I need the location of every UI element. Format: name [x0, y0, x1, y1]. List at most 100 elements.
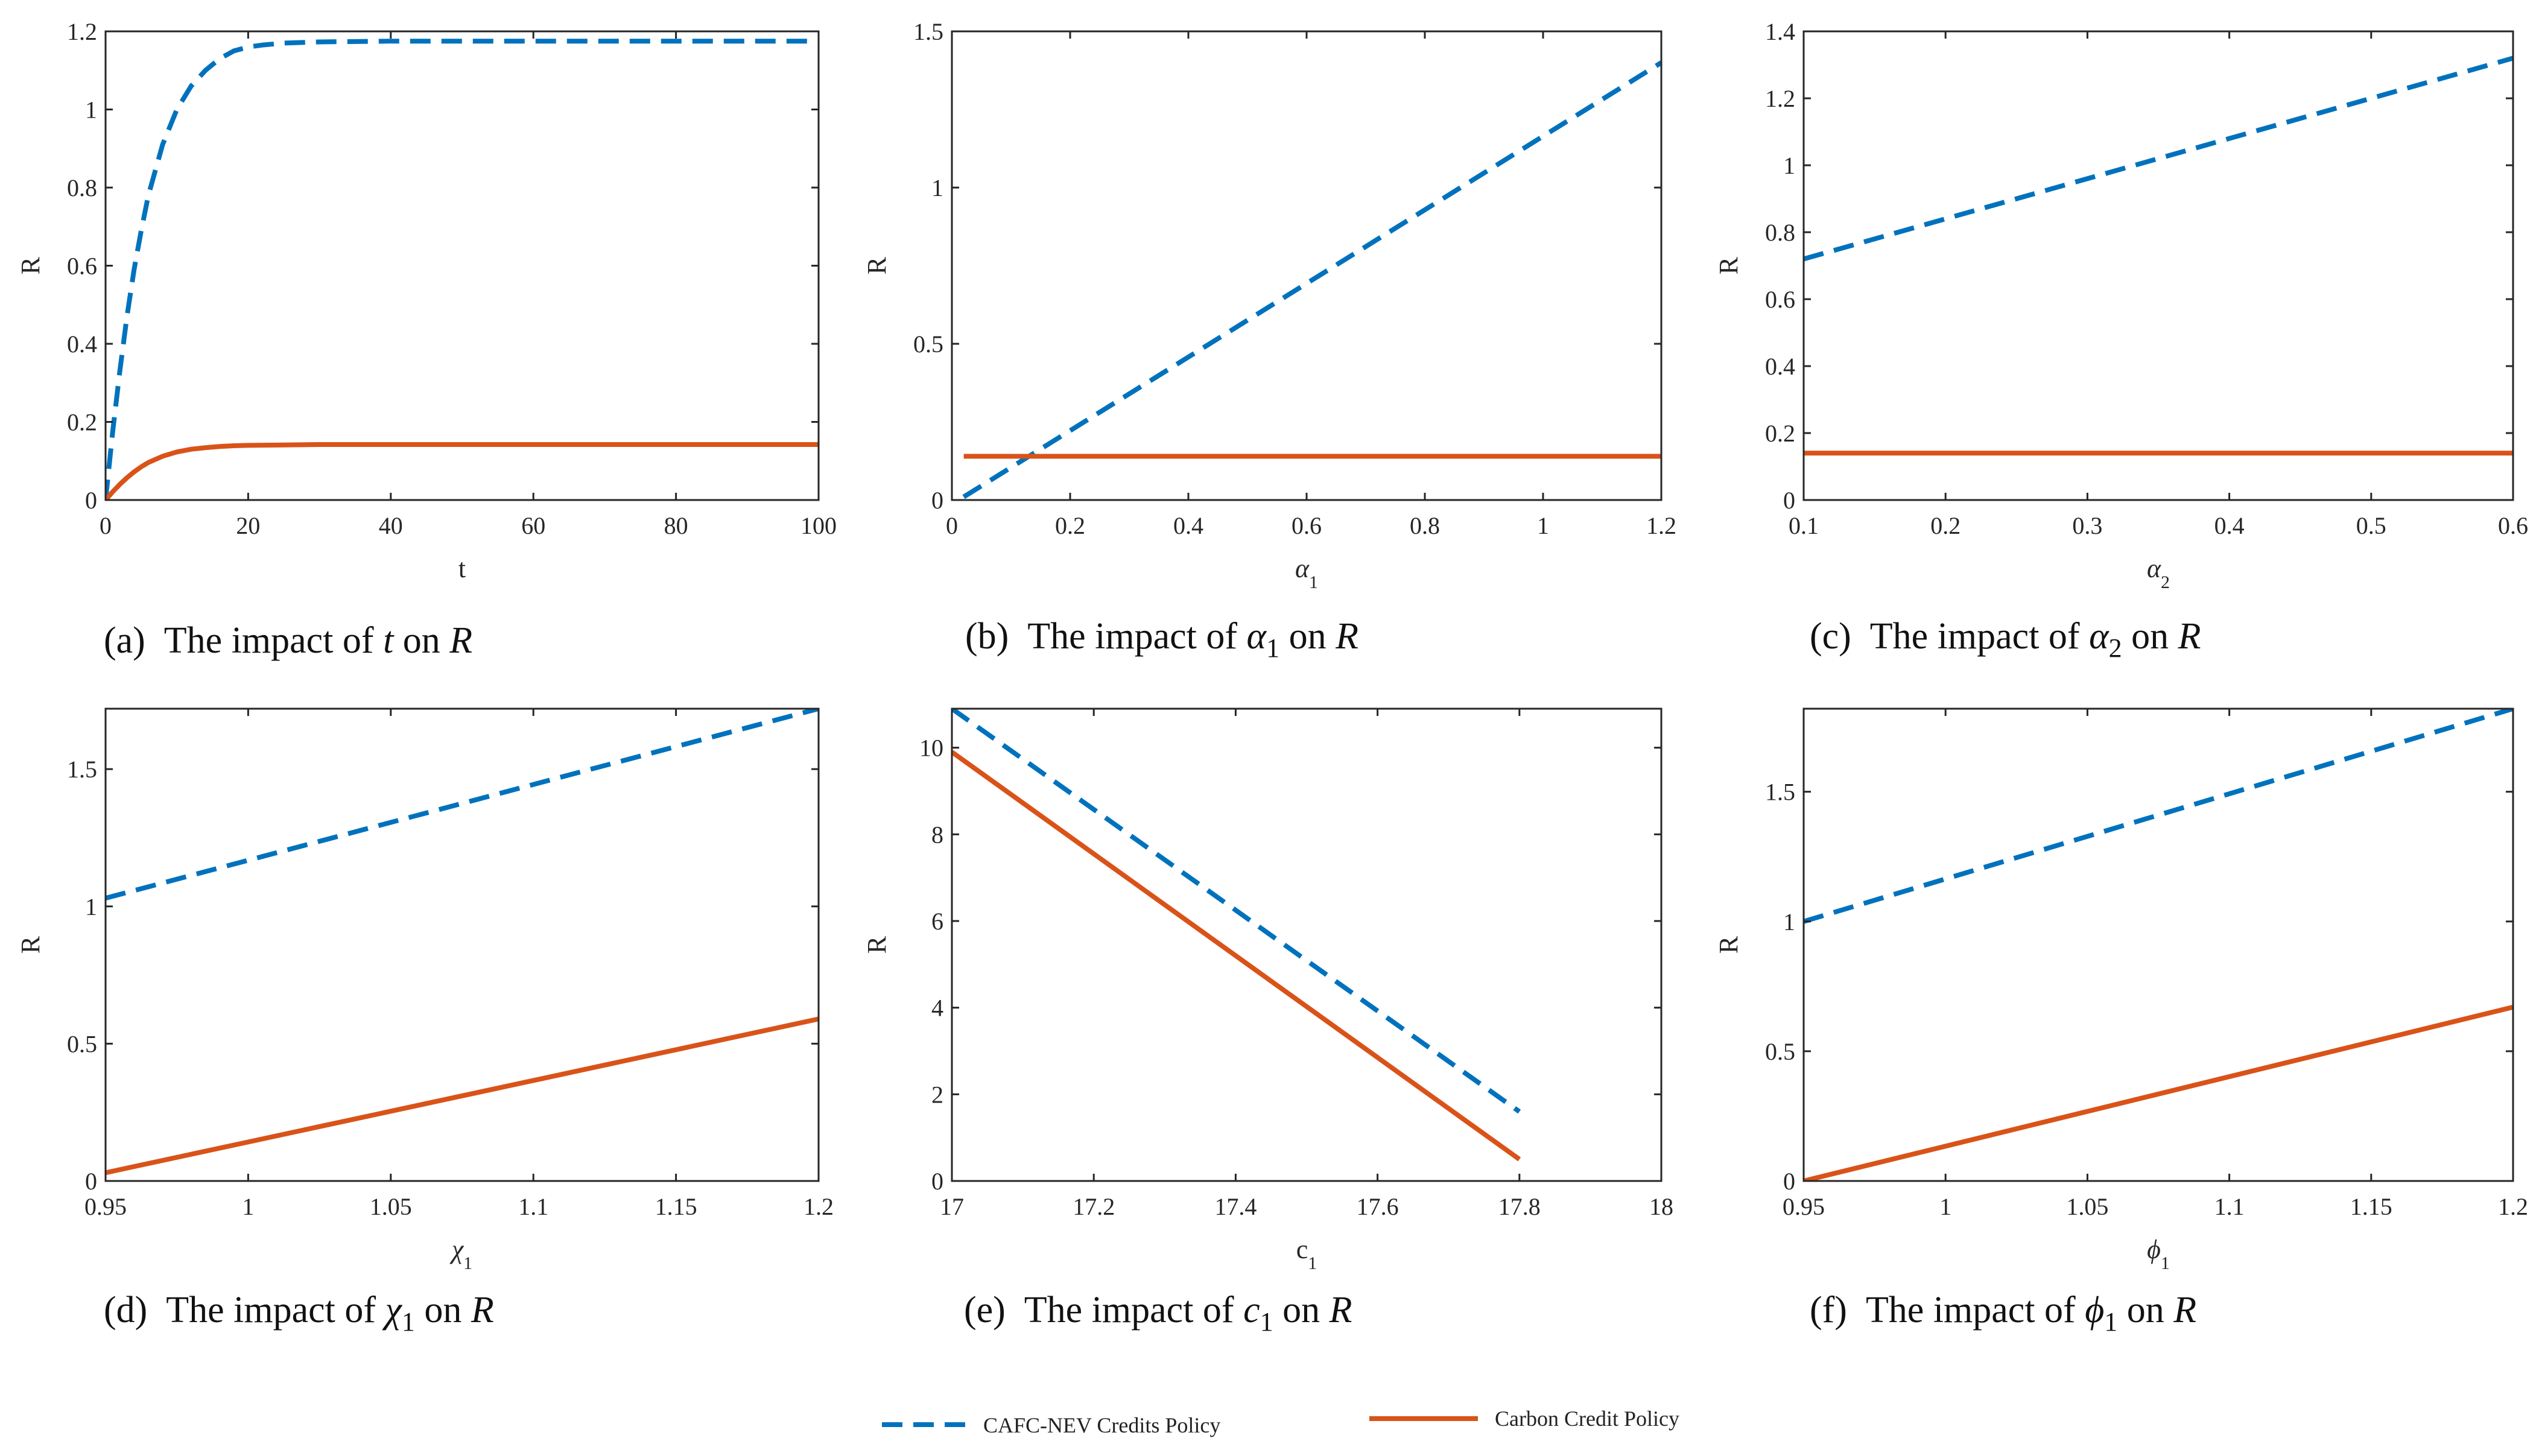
- x-tick-label: 0.4: [1173, 512, 1203, 539]
- series-line-carbon: [106, 442, 819, 500]
- x-tick-label: 1: [1939, 1193, 1951, 1220]
- panel-c: 0.1 0.2 0.3 0.4 0.5 0.6 0 0.2 0.4 0.6 0.8 1 1.2 1.4 Rα…: [1714, 18, 2528, 663]
- y-tick-label: 1.5: [67, 756, 97, 783]
- x-axis-label: c1: [1296, 1235, 1317, 1273]
- y-tick-label: 1.5: [913, 18, 943, 45]
- y-tick-label: 0: [931, 1168, 943, 1195]
- y-axis-label: R: [16, 935, 45, 954]
- x-tick-label: 17.8: [1498, 1193, 1541, 1220]
- x-tick-label: 0.2: [1055, 512, 1085, 539]
- y-tick-label: 0.2: [1765, 420, 1795, 447]
- x-axis-label: χ1: [449, 1235, 472, 1273]
- y-tick-label: 1.5: [1765, 779, 1795, 806]
- y-tick-label: 0.8: [1765, 219, 1795, 246]
- x-tick-label: 0.4: [2214, 512, 2245, 539]
- y-tick-label: 0.4: [1765, 353, 1795, 380]
- x-tick-label: 1.15: [2350, 1193, 2392, 1220]
- panel-caption: (e) The impact of c1 on R: [964, 1290, 1352, 1337]
- x-axis-label: α2: [2147, 554, 2170, 592]
- y-tick-label: 0.4: [67, 331, 97, 358]
- panel-caption: (a) The impact of t on R: [104, 620, 472, 661]
- y-tick-label: 0: [1783, 487, 1795, 514]
- x-tick-label: 1: [242, 1193, 254, 1220]
- x-tick-label: 17.2: [1073, 1193, 1115, 1220]
- panel-d: 0.95 1 1.05 1.1 1.15 1.2 0 0.5 1 1.5 Rχ1 (d) The im…: [16, 707, 834, 1337]
- x-tick-label: 17: [940, 1193, 964, 1220]
- series-line-carbon: [952, 750, 1521, 1162]
- x-axis-label: t: [458, 554, 466, 583]
- y-tick-label: 1.4: [1765, 18, 1795, 45]
- y-tick-label: 0.6: [1765, 286, 1795, 313]
- x-tick-label: 1: [1537, 512, 1549, 539]
- axes-frame: [104, 707, 820, 1182]
- x-tick-label: 1.1: [2214, 1193, 2245, 1220]
- y-tick-label: 1.2: [67, 18, 97, 45]
- x-tick-label: 0.8: [1410, 512, 1440, 539]
- y-axis-label: R: [1714, 935, 1743, 954]
- series-line-cafc: [106, 709, 819, 901]
- x-tick-label: 1.05: [370, 1193, 412, 1220]
- x-tick-label: 40: [379, 512, 403, 539]
- series-line-cafc: [1804, 709, 2513, 924]
- panel-e: 17 17.2 17.4 17.6 17.8 18 0 2 4 6 8 10 Rc1 (e) The im…: [862, 707, 1673, 1337]
- x-tick-label: 0: [946, 512, 958, 539]
- series-line-cafc: [962, 60, 1661, 499]
- y-tick-label: 0.5: [67, 1030, 97, 1057]
- panel-caption: (d) The impact of χ1 on R: [104, 1290, 494, 1337]
- y-tick-label: 0: [85, 1168, 97, 1195]
- x-tick-label: 100: [800, 512, 837, 539]
- x-tick-label: 1.05: [2066, 1193, 2108, 1220]
- axes-frame: [1802, 30, 2514, 501]
- y-axis-label: R: [16, 256, 45, 274]
- axes-frame: [1802, 707, 2514, 1182]
- y-tick-label: 10: [919, 735, 943, 762]
- legend-carbon-label: Carbon Credit Policy: [1495, 1407, 1679, 1431]
- series-line-cafc: [952, 709, 1521, 1114]
- series-line-cafc: [1804, 55, 2513, 262]
- x-tick-label: 1.2: [804, 1193, 834, 1220]
- y-tick-label: 4: [931, 995, 943, 1022]
- axes-frame: [951, 30, 1663, 501]
- y-tick-label: 0: [85, 487, 97, 514]
- x-tick-label: 0.3: [2072, 512, 2102, 539]
- panel-b: 0 0.2 0.4 0.6 0.8 1 1.2 0 0.5 1 1.5 Rα1 (b) The impa…: [862, 18, 1676, 663]
- y-tick-label: 0.6: [67, 253, 97, 280]
- x-tick-label: 60: [521, 512, 545, 539]
- y-tick-label: 0: [1783, 1168, 1795, 1195]
- x-tick-label: 1.2: [1646, 512, 1676, 539]
- x-tick-label: 17.4: [1214, 1193, 1257, 1220]
- y-axis-label: R: [1714, 256, 1743, 274]
- y-tick-label: 6: [931, 908, 943, 935]
- legend: CAFC-NEV Credits Policy Carbon Credit Po…: [882, 1407, 1679, 1437]
- panel-f: 0.95 1 1.05 1.1 1.15 1.2 0 0.5 1 1.5 Rϕ1 (f) The im…: [1714, 707, 2528, 1337]
- y-axis-label: R: [862, 935, 892, 954]
- x-tick-label: 0.1: [1789, 512, 1819, 539]
- x-tick-label: 0.2: [1930, 512, 1961, 539]
- x-tick-label: 1.1: [518, 1193, 548, 1220]
- y-tick-label: 1.2: [1765, 85, 1795, 112]
- y-tick-label: 2: [931, 1081, 943, 1108]
- panel-caption: (f) The impact of ϕ1 on R: [1810, 1290, 2196, 1337]
- y-tick-label: 1: [931, 174, 943, 201]
- x-tick-label: 0.6: [2498, 512, 2528, 539]
- y-tick-label: 1: [85, 893, 97, 920]
- series-line-carbon: [106, 1016, 819, 1176]
- panel-caption: (b) The impact of α1 on R: [965, 616, 1358, 663]
- y-tick-label: 0: [931, 487, 943, 514]
- x-tick-label: 80: [664, 512, 688, 539]
- y-tick-label: 0.8: [67, 174, 97, 201]
- x-axis-label: α1: [1295, 554, 1318, 592]
- panel-caption: (c) The impact of α2 on R: [1810, 616, 2201, 663]
- x-tick-label: 1.15: [655, 1193, 697, 1220]
- x-tick-label: 17.6: [1357, 1193, 1399, 1220]
- x-tick-label: 0.6: [1292, 512, 1322, 539]
- axes-frame: [104, 30, 820, 501]
- panel-a: 0 20 40 60 80 100 0 0.2 0.4 0.6 0.8 1 1.2 Rt (a) The i…: [16, 18, 837, 661]
- x-tick-label: 0.95: [84, 1193, 127, 1220]
- x-tick-label: 20: [236, 512, 260, 539]
- y-tick-label: 0.2: [67, 409, 97, 436]
- x-tick-label: 1.2: [2498, 1193, 2528, 1220]
- series-line-carbon: [1804, 1004, 2513, 1181]
- y-tick-label: 8: [931, 821, 943, 848]
